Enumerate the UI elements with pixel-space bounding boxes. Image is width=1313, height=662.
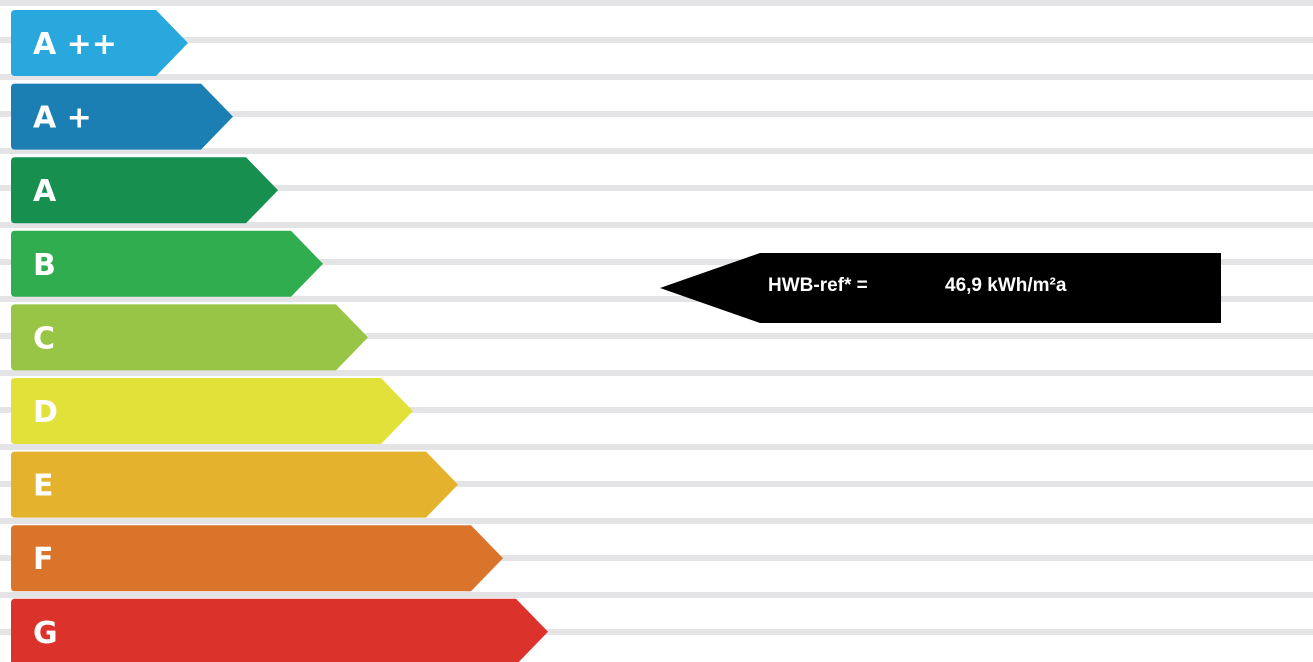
- background-stripe: [0, 518, 1313, 524]
- background-stripe: [0, 111, 1313, 117]
- background-stripes: [0, 0, 1313, 635]
- background-stripe: [0, 555, 1313, 561]
- efficiency-bands: A ++ A + A B C D E F G: [11, 10, 548, 662]
- background-stripe: [0, 259, 1313, 265]
- background-stripe: [0, 222, 1313, 228]
- efficiency-band: B: [11, 230, 323, 297]
- background-stripe: [0, 629, 1313, 635]
- band-arrow: [11, 10, 188, 76]
- background-stripe: [0, 481, 1313, 487]
- efficiency-band: G: [11, 598, 548, 662]
- background-stripe: [0, 444, 1313, 450]
- band-label: A +: [33, 101, 92, 136]
- background-stripe: [0, 333, 1313, 339]
- background-stripe: [0, 0, 1313, 6]
- band-arrow: [11, 451, 458, 518]
- band-label: F: [33, 542, 54, 577]
- band-arrow: [11, 304, 368, 371]
- band-arrow: [11, 230, 323, 297]
- band-arrow: [11, 378, 413, 444]
- band-label: A ++: [33, 27, 117, 62]
- band-arrow: [11, 157, 278, 224]
- band-label: C: [33, 321, 55, 356]
- efficiency-band: C: [11, 304, 368, 371]
- band-arrow: [11, 598, 548, 662]
- band-arrow: [11, 83, 233, 150]
- band-label: E: [33, 469, 54, 504]
- efficiency-band: E: [11, 451, 458, 518]
- background-stripe: [0, 185, 1313, 191]
- efficiency-band: F: [11, 525, 503, 592]
- band-label: D: [33, 395, 58, 430]
- band-label: B: [33, 248, 56, 283]
- efficiency-band: A: [11, 157, 278, 224]
- background-stripe: [0, 592, 1313, 598]
- background-stripe: [0, 148, 1313, 154]
- efficiency-band: D: [11, 378, 413, 444]
- background-stripe: [0, 296, 1313, 302]
- efficiency-band: A ++: [11, 10, 188, 76]
- band-arrow: [11, 525, 503, 592]
- background-stripe: [0, 370, 1313, 376]
- band-label: A: [33, 174, 57, 209]
- background-stripe: [0, 74, 1313, 80]
- background-stripe: [0, 37, 1313, 43]
- background-stripe: [0, 407, 1313, 413]
- band-label: G: [33, 616, 58, 651]
- efficiency-band: A +: [11, 83, 233, 150]
